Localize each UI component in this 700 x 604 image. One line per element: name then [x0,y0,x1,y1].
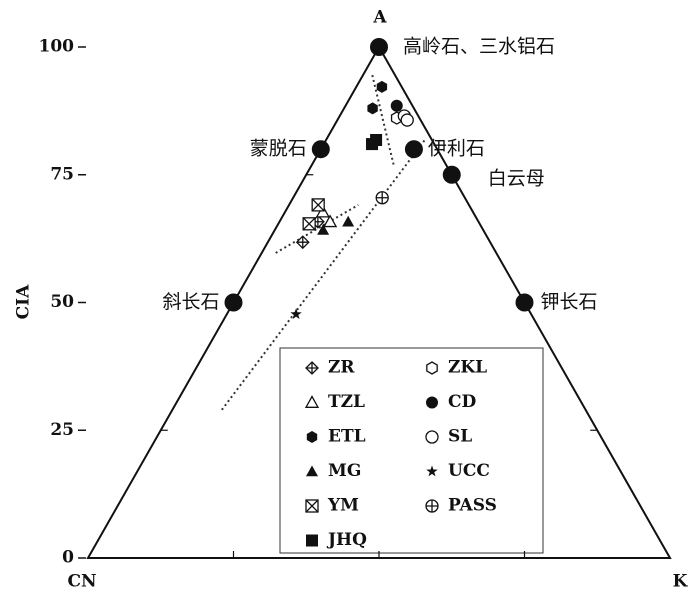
vertex-label-k: K [673,572,689,592]
marker [317,223,330,235]
marker [306,431,318,443]
marker [311,198,325,212]
marker [390,99,403,112]
vertex-label-a: A [372,8,387,28]
mineral-point [442,165,461,184]
mineral-point [404,140,423,159]
legend-label: UCC [448,461,490,481]
marker [425,430,439,444]
y-tick-label: 75 [50,164,74,184]
marker [376,80,388,93]
marker [367,102,378,115]
marker [425,499,439,513]
vertex-label-cn: CN [67,572,96,592]
legend-label: SL [448,427,472,447]
legend-label: YM [327,496,359,516]
y-tick-label: 25 [50,420,74,440]
mineral-point [515,293,534,312]
marker [305,361,319,375]
mineral-label: 蒙脱石 [250,138,307,160]
trend-line [221,138,427,411]
marker [426,396,438,409]
marker [295,235,310,250]
marker [400,113,414,127]
legend-label: ZR [328,358,355,378]
mineral-label: 白云母 [488,167,545,189]
marker [426,465,438,477]
legend-label: ZKL [448,358,487,378]
marker [323,214,338,228]
legend-label: PASS [448,496,497,516]
mineral-point [370,38,388,56]
legend-box [279,347,544,554]
marker [342,215,355,227]
trend-line [275,204,359,254]
marker [306,534,318,547]
legend: ZR TZL ETL MG YM JHQ ZKL CD SL UCC PASS [304,358,497,550]
mineral-label: 高岭石、三水铝石 [403,36,555,58]
y-tick-label: 50 [50,292,74,312]
marker [375,191,389,205]
marker [426,361,438,375]
mineral-point [224,293,243,312]
marker [304,395,320,408]
legend-label: CD [448,392,477,412]
mineral-label: 伊利石 [428,138,485,160]
mineral-label: 斜长石 [162,291,219,313]
marker [370,134,383,147]
legend-label: MG [328,461,361,481]
y-tick-label: 0 [62,548,74,568]
trend-line [371,74,395,165]
mineral-label: 钾长石 [541,291,598,313]
marker [305,499,319,513]
legend-label: ETL [328,427,366,447]
y-axis-label: CIA [14,284,34,319]
y-tick-label: 100 [39,37,75,57]
mineral-point [311,140,330,159]
marker [306,465,318,477]
marker [302,217,316,231]
legend-label: JHQ [326,530,367,550]
marker [290,308,302,320]
legend-label: TZL [328,392,365,412]
